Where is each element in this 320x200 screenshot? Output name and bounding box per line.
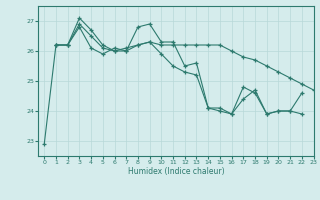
- X-axis label: Humidex (Indice chaleur): Humidex (Indice chaleur): [128, 167, 224, 176]
